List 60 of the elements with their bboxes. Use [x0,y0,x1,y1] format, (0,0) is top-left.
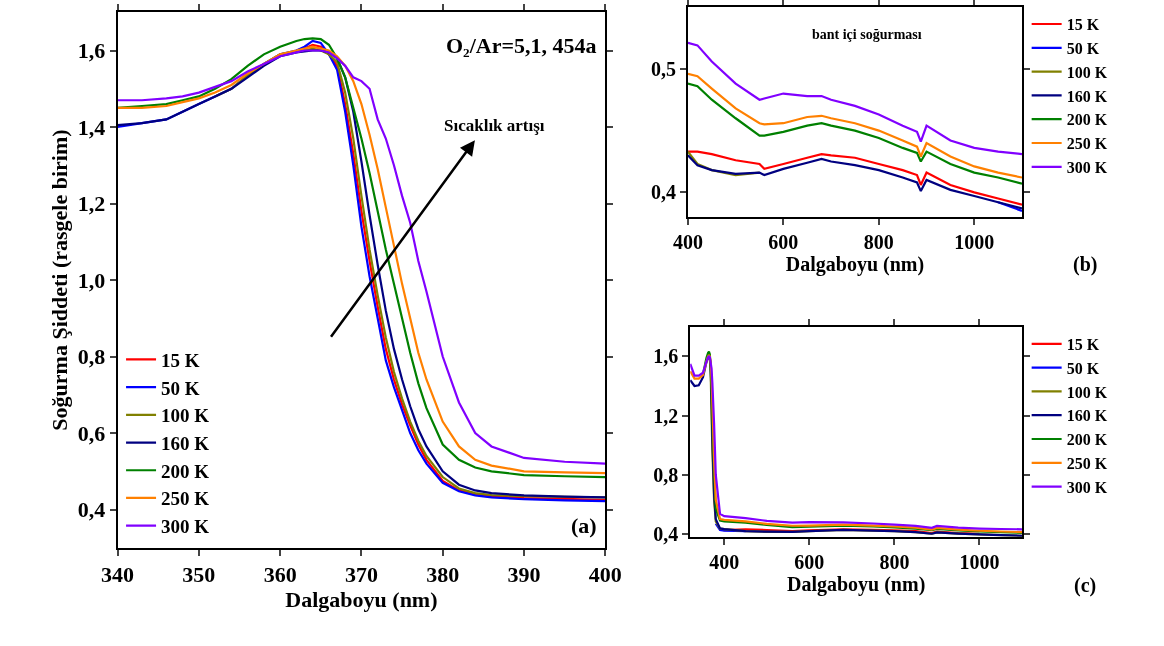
x-axis-title: Dalgaboyu (nm) [285,587,438,613]
x-tick-label: 390 [507,562,541,588]
y-tick-label: 0,8 [653,463,679,486]
y-tick-label: 1,2 [77,191,106,217]
y-tick-label: 0,6 [77,420,106,446]
legend-label: 100 K [1066,63,1108,81]
x-tick-label: 600 [794,550,825,573]
x-tick-label: 340 [101,562,135,588]
legend-label: 100 K [1066,383,1108,401]
legend-label: 250 K [161,488,210,510]
x-tick-label: 350 [182,562,216,588]
annotation: O₂/Ar=5,1, 454a [446,33,597,58]
x-tick-label: 800 [879,550,910,573]
legend-label: 200 K [1066,431,1108,449]
legend-label: 300 K [1066,159,1108,177]
annotation: bant içi soğurması [812,27,922,42]
legend-label: 15 K [161,349,200,371]
y-tick-label: 1,4 [77,114,106,140]
legend-label: 300 K [161,516,210,538]
legend-label: 160 K [1066,407,1108,425]
legend-label: 160 K [1066,87,1108,105]
x-tick-label: 800 [863,231,894,254]
x-tick-label: 370 [344,562,378,588]
legend-label: 250 K [1066,135,1108,153]
line-series [687,41,1022,156]
y-axis-title: Soğurma Şiddeti (rasgele birim) [46,129,72,431]
x-axis-title: Dalgaboyu (nm) [785,253,925,277]
legend-label: 200 K [161,460,210,482]
text: (c) [1074,574,1097,597]
legend-label: 15 K [1066,336,1100,354]
x-tick-label: 1000 [954,231,995,254]
y-tick-label: 1,2 [653,404,679,427]
x-axis-title: Dalgaboyu (nm) [786,572,926,596]
x-tick-label: 600 [768,231,799,254]
legend-label: 50 K [1066,359,1100,377]
legend-label: 50 K [161,377,200,399]
legend-label: 250 K [1066,455,1108,473]
y-tick-label: 0,8 [77,344,106,370]
y-tick-label: 1,6 [653,345,679,368]
x-tick-label: 1000 [959,550,1000,573]
legend-label: 15 K [1066,16,1100,34]
y-tick-label: 0,5 [650,57,676,80]
annotation: (a) [571,513,597,538]
y-tick-label: 0,4 [650,181,676,204]
annotation: Sıcaklık artışı [444,116,545,135]
y-tick-label: 1,0 [77,267,106,293]
y-tick-label: 1,6 [77,38,106,64]
legend-label: 50 K [1066,40,1100,58]
x-tick-label: 360 [263,562,297,588]
x-tick-label: 400 [709,550,740,573]
x-tick-label: 400 [588,562,622,588]
legend-label: 160 K [161,432,210,454]
legend-label: 200 K [1066,111,1108,129]
legend-label: 100 K [161,405,210,427]
y-tick-label: 0,4 [77,497,106,523]
y-tick-label: 0,4 [653,522,679,545]
x-tick-label: 400 [672,231,703,254]
x-tick-label: 380 [426,562,460,588]
text: (b) [1073,253,1098,276]
legend-label: 300 K [1066,478,1108,496]
